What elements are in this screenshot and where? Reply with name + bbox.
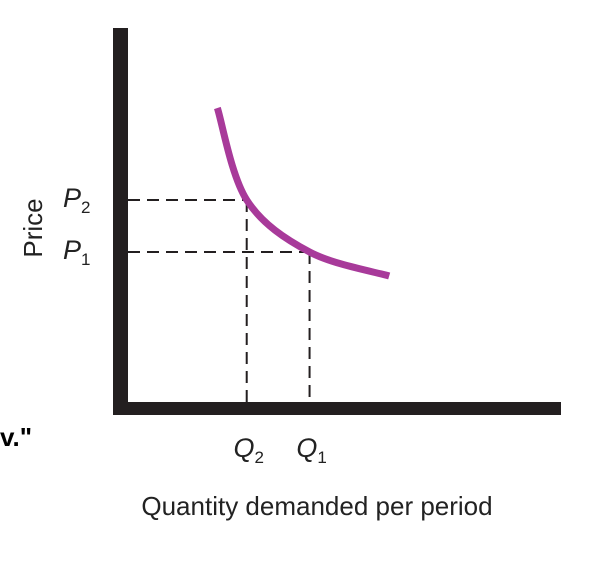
x-tick-q1: Q1 bbox=[296, 433, 326, 467]
x-tick-labels: Q2 Q1 bbox=[233, 433, 326, 467]
x-axis-label: Quantity demanded per period bbox=[141, 491, 492, 521]
cut-off-text: v." bbox=[0, 422, 32, 452]
y-tick-p2: P2 bbox=[63, 183, 90, 217]
y-axis bbox=[113, 28, 128, 415]
y-axis-label: Price bbox=[18, 198, 48, 257]
x-axis bbox=[113, 402, 561, 415]
guide-lines bbox=[128, 199, 311, 402]
y-tick-labels: P2 P1 bbox=[63, 183, 90, 269]
y-tick-p1: P1 bbox=[63, 235, 90, 269]
x-tick-q2: Q2 bbox=[233, 433, 263, 467]
demand-curve bbox=[214, 106, 391, 280]
